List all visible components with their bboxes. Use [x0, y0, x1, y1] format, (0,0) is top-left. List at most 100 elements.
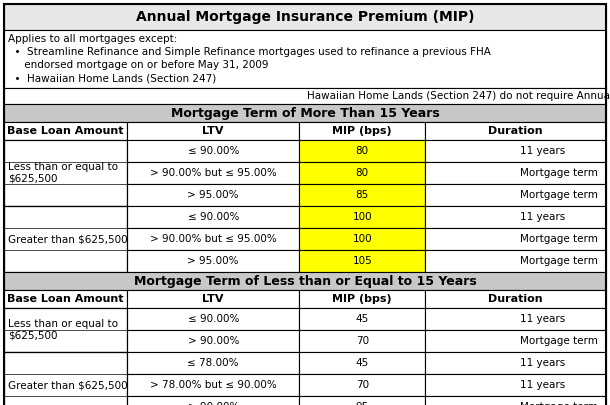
Bar	[425, 396, 606, 405]
Bar	[4, 30, 606, 88]
Bar	[4, 104, 606, 122]
Bar	[127, 162, 299, 184]
Text: ≤ 90.00%: ≤ 90.00%	[187, 146, 239, 156]
Text: Mortgage Term of Less than or Equal to 15 Years: Mortgage Term of Less than or Equal to 1…	[134, 275, 476, 288]
Text: Duration: Duration	[489, 294, 543, 304]
Text: Mortgage Term of More Than 15 Years: Mortgage Term of More Than 15 Years	[171, 107, 439, 119]
Text: > 95.00%: > 95.00%	[187, 256, 239, 266]
Text: MIP (bps): MIP (bps)	[332, 294, 392, 304]
Text: Less than or equal to
$625,500: Less than or equal to $625,500	[8, 319, 118, 341]
Bar	[425, 308, 606, 330]
Text: 70: 70	[356, 380, 369, 390]
Text: 11 years: 11 years	[520, 212, 565, 222]
Bar	[4, 140, 127, 206]
Text: 80: 80	[356, 146, 369, 156]
Bar	[425, 228, 606, 250]
Bar	[127, 122, 299, 140]
Text: ≤ 90.00%: ≤ 90.00%	[187, 314, 239, 324]
Text: Less than or equal to
$625,500: Less than or equal to $625,500	[8, 162, 118, 184]
Bar	[127, 250, 299, 272]
Text: 80: 80	[356, 168, 369, 178]
Bar	[127, 330, 299, 352]
Text: 11 years: 11 years	[520, 358, 565, 368]
Bar	[127, 206, 299, 228]
Text: 11 years: 11 years	[520, 314, 565, 324]
Text: Mortgage term: Mortgage term	[520, 234, 598, 244]
Text: ≤ 78.00%: ≤ 78.00%	[187, 358, 239, 368]
Text: 70: 70	[356, 336, 369, 346]
Text: Mortgage term: Mortgage term	[520, 336, 598, 346]
Bar	[425, 352, 606, 374]
Bar	[425, 122, 606, 140]
Text: LTV: LTV	[203, 294, 224, 304]
Text: > 90.00%: > 90.00%	[187, 336, 239, 346]
Bar	[4, 140, 127, 206]
Text: 11 years: 11 years	[520, 380, 565, 390]
Bar	[299, 122, 425, 140]
Bar	[127, 308, 299, 330]
Text: Hawaiian Home Lands (Section 247) do not require Annual MIP.: Hawaiian Home Lands (Section 247) do not…	[307, 91, 610, 101]
Text: 85: 85	[356, 190, 369, 200]
Text: Greater than $625,500: Greater than $625,500	[8, 380, 127, 390]
Bar	[4, 206, 127, 272]
Bar	[299, 330, 425, 352]
Bar	[425, 184, 606, 206]
Text: > 95.00%: > 95.00%	[187, 190, 239, 200]
Bar	[4, 290, 127, 308]
Text: 100: 100	[353, 212, 372, 222]
Bar	[425, 374, 606, 396]
Bar	[299, 140, 425, 162]
Bar	[425, 206, 606, 228]
Bar	[4, 352, 127, 405]
Bar	[299, 206, 425, 228]
Bar	[4, 206, 127, 272]
Text: ≤ 90.00%: ≤ 90.00%	[187, 212, 239, 222]
Bar	[4, 122, 127, 140]
Text: 45: 45	[356, 358, 369, 368]
Text: Mortgage term: Mortgage term	[520, 168, 598, 178]
Bar	[4, 272, 606, 290]
Bar	[127, 290, 299, 308]
Bar	[425, 250, 606, 272]
Text: Base Loan Amount: Base Loan Amount	[7, 294, 124, 304]
Text: Annual Mortgage Insurance Premium (MIP): Annual Mortgage Insurance Premium (MIP)	[136, 10, 474, 24]
Bar	[299, 374, 425, 396]
Bar	[299, 308, 425, 330]
Bar	[4, 88, 606, 104]
Bar	[127, 140, 299, 162]
Text: MIP (bps): MIP (bps)	[332, 126, 392, 136]
Bar	[299, 352, 425, 374]
Bar	[127, 184, 299, 206]
Bar	[425, 140, 606, 162]
Text: 105: 105	[353, 256, 372, 266]
Bar	[127, 374, 299, 396]
Bar	[299, 162, 425, 184]
Bar	[127, 228, 299, 250]
Text: Mortgage term: Mortgage term	[520, 256, 598, 266]
Text: > 78.00% but ≤ 90.00%: > 78.00% but ≤ 90.00%	[150, 380, 276, 390]
Text: > 90.00% but ≤ 95.00%: > 90.00% but ≤ 95.00%	[150, 234, 276, 244]
Text: 11 years: 11 years	[520, 146, 565, 156]
Bar	[299, 250, 425, 272]
Text: Base Loan Amount: Base Loan Amount	[7, 126, 124, 136]
Text: Mortgage term: Mortgage term	[520, 402, 598, 405]
Bar	[4, 308, 127, 352]
Bar	[299, 396, 425, 405]
Text: 45: 45	[356, 314, 369, 324]
Bar	[127, 396, 299, 405]
Bar	[425, 330, 606, 352]
Bar	[425, 290, 606, 308]
Bar	[4, 308, 127, 352]
Text: Applies to all mortgages except:
  •  Streamline Refinance and Simple Refinance : Applies to all mortgages except: • Strea…	[8, 34, 491, 83]
Bar	[425, 162, 606, 184]
Text: > 90.00% but ≤ 95.00%: > 90.00% but ≤ 95.00%	[150, 168, 276, 178]
Text: > 90.00%: > 90.00%	[187, 402, 239, 405]
Text: Duration: Duration	[489, 126, 543, 136]
Bar	[4, 4, 606, 30]
Bar	[299, 290, 425, 308]
Bar	[127, 352, 299, 374]
Text: Mortgage term: Mortgage term	[520, 190, 598, 200]
Text: Greater than $625,500: Greater than $625,500	[8, 234, 127, 244]
Bar	[4, 352, 127, 405]
Bar	[299, 184, 425, 206]
